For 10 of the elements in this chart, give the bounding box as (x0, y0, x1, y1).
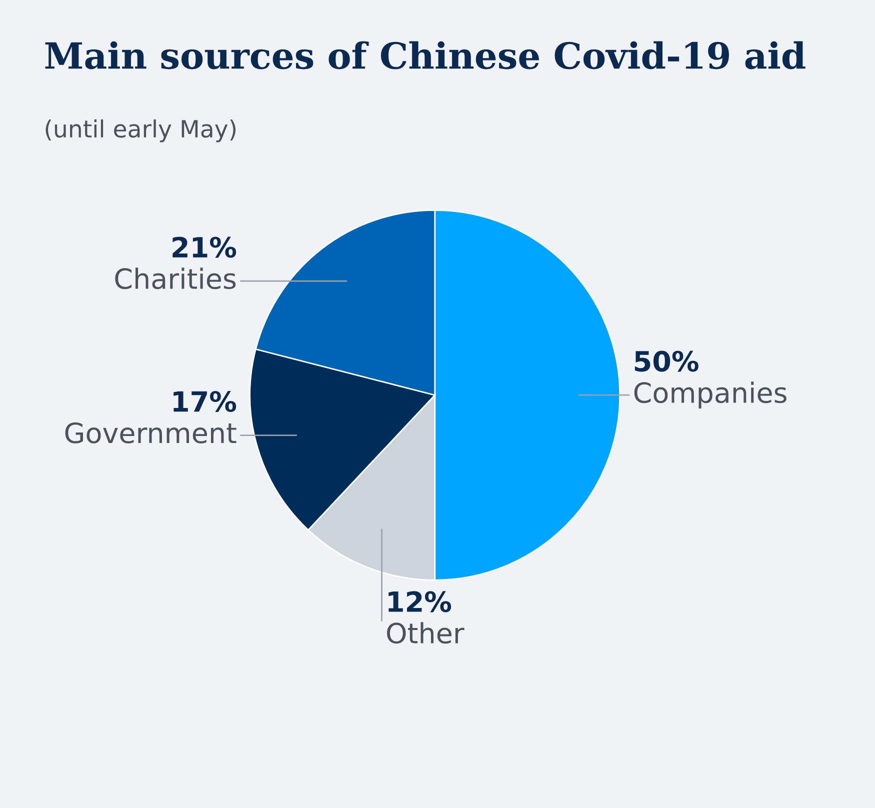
data-label: 17% (174, 390, 236, 412)
chart-subtitle: (until early May) (46, 119, 236, 142)
slice-label: Companies (634, 382, 786, 409)
data-label: 12% (388, 591, 452, 612)
slice-label: Other (387, 622, 464, 644)
data-label: 21% (172, 236, 236, 258)
data-label: 50% (634, 350, 698, 372)
slice-label: Charities (115, 268, 236, 290)
slice-label: Government (65, 422, 236, 444)
chart-title: Main sources of Chinese Covid-19 aid (45, 41, 806, 70)
